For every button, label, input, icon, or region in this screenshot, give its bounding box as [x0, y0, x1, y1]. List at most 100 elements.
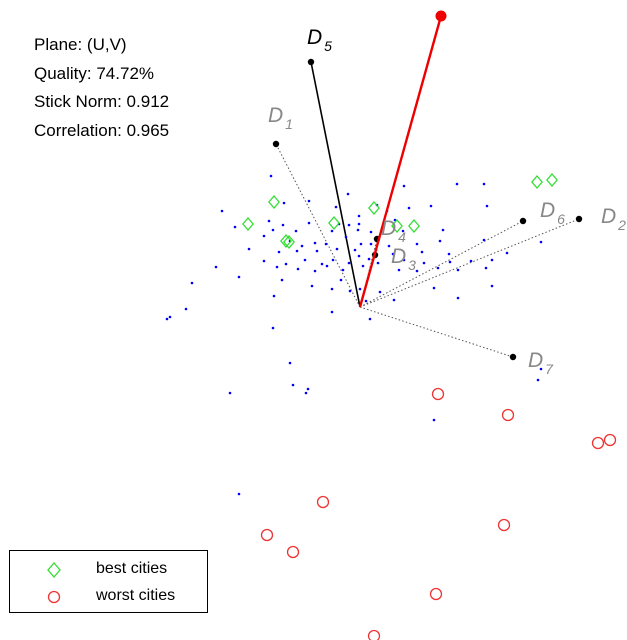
data-point	[415, 269, 419, 273]
descriptor-endpoint-7	[509, 353, 517, 361]
data-point	[313, 269, 317, 273]
data-point	[294, 229, 298, 233]
descriptor-subscript-3: 3	[408, 257, 416, 273]
data-point	[335, 247, 339, 251]
data-point	[432, 418, 436, 422]
best-city-marker	[546, 172, 558, 188]
data-point	[275, 265, 279, 269]
data-point	[438, 239, 442, 243]
data-point	[436, 266, 440, 270]
data-point	[313, 241, 317, 245]
data-point	[402, 184, 406, 188]
worst-city-marker	[497, 518, 511, 532]
data-point	[539, 240, 543, 244]
data-point	[357, 254, 361, 258]
descriptor-axes	[272, 58, 583, 361]
data-point	[422, 261, 426, 265]
data-point	[347, 261, 351, 265]
data-point	[447, 252, 451, 256]
worst-city-marker	[367, 629, 381, 640]
descriptor-line-5	[310, 61, 361, 308]
descriptor-labels: D 1 D 2 D 3D 4 D 5 D 6 D 7	[268, 10, 626, 377]
data-point	[296, 267, 300, 271]
data-point	[391, 252, 395, 256]
descriptor-subscript-6: 6	[557, 211, 565, 227]
data-point	[277, 250, 281, 254]
data-point	[331, 258, 335, 262]
data-point	[358, 287, 362, 291]
data-point	[482, 238, 486, 242]
data-point	[357, 222, 361, 226]
data-point	[490, 284, 494, 288]
best-city-marker	[242, 216, 254, 232]
best-city-marker	[531, 174, 543, 190]
data-point	[369, 242, 373, 246]
worst-city-marker	[591, 436, 605, 450]
data-point	[367, 257, 371, 261]
data-point	[484, 266, 488, 270]
data-point	[485, 204, 489, 208]
data-point	[455, 182, 459, 186]
data-point	[306, 387, 310, 391]
data-point	[397, 268, 401, 272]
plane-label: Plane: (U,V)	[34, 35, 127, 54]
data-point	[325, 264, 329, 268]
data-point	[402, 258, 406, 262]
stick-line	[358, 15, 443, 308]
descriptor-subscript-2: 2	[617, 217, 626, 233]
descriptor-line-6	[359, 220, 524, 308]
data-point	[220, 209, 224, 213]
data-point	[281, 223, 285, 227]
descriptor-subscript-4: 4	[398, 229, 406, 245]
descriptor-subscript-1: 1	[285, 116, 293, 132]
data-point	[233, 225, 237, 229]
data-point	[288, 361, 292, 365]
data-point	[346, 192, 350, 196]
data-point	[304, 391, 308, 395]
data-point	[307, 199, 311, 203]
data-point	[505, 251, 509, 255]
data-point	[282, 201, 286, 205]
descriptor-endpoint-1	[272, 140, 280, 148]
data-point	[334, 205, 338, 209]
data-point	[324, 242, 328, 246]
worst-city-marker	[501, 408, 515, 422]
data-point	[300, 244, 304, 248]
data-point	[341, 268, 345, 272]
descriptor-subscript-7: 7	[545, 361, 554, 377]
legend-item-worst: worst cities	[10, 585, 207, 609]
data-point	[271, 326, 275, 330]
data-point	[361, 264, 365, 268]
best-city-marker	[268, 194, 280, 210]
data-point	[295, 249, 299, 253]
data-point	[376, 261, 380, 265]
data-point	[339, 278, 343, 282]
data-point	[356, 228, 360, 232]
data-point	[369, 230, 373, 234]
worst-city-marker	[603, 433, 617, 447]
best-city-marker	[283, 234, 295, 250]
descriptor-line-7	[359, 306, 514, 358]
data-point	[262, 234, 266, 238]
descriptor-endpoint-6	[519, 217, 527, 225]
data-point	[320, 262, 324, 266]
correlation-label: Correlation: 0.965	[34, 120, 170, 140]
data-point	[165, 317, 169, 321]
data-point	[272, 294, 276, 298]
data-point	[184, 307, 188, 311]
descriptor-endpoint-5	[307, 58, 315, 66]
descriptor-subscript-5: 5	[324, 38, 332, 54]
data-point	[415, 242, 419, 246]
worst-city-marker	[286, 545, 300, 559]
data-point	[330, 310, 334, 314]
data-point	[284, 262, 288, 266]
quality-label: Quality: 74.72%	[34, 63, 155, 83]
data-point	[237, 492, 241, 496]
data-point	[330, 287, 334, 291]
data-point	[368, 317, 372, 321]
data-point	[364, 299, 368, 303]
